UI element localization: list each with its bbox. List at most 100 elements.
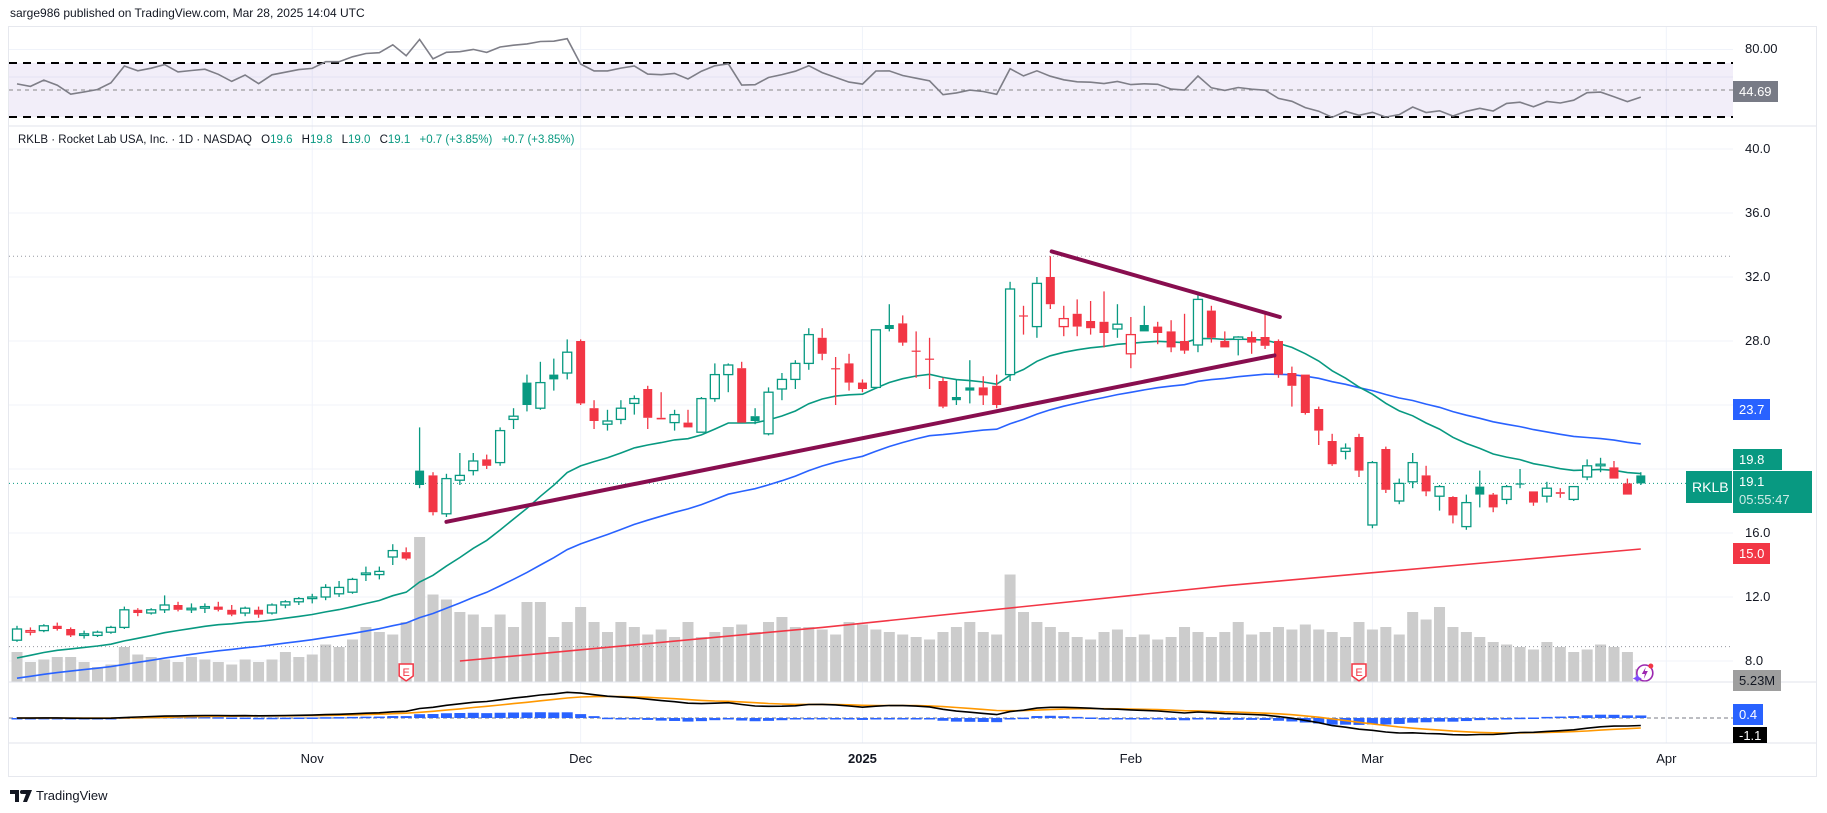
candle[interactable] [1581,459,1593,481]
candle[interactable] [535,361,546,410]
candle[interactable] [1233,336,1244,356]
candle[interactable] [790,360,801,389]
candle[interactable] [1501,485,1512,505]
candle[interactable] [925,337,935,389]
candle[interactable] [66,627,76,637]
candle[interactable] [508,408,519,429]
candle[interactable] [884,304,894,332]
candle[interactable] [1434,485,1445,511]
candle[interactable] [1099,291,1109,348]
candle[interactable] [199,603,211,613]
candle[interactable] [911,331,921,378]
candle[interactable] [1367,461,1378,529]
candle[interactable] [415,427,425,489]
candle[interactable] [1354,433,1364,477]
candle[interactable] [320,584,331,601]
candle[interactable] [1072,299,1082,337]
candle[interactable] [1394,478,1405,505]
candle[interactable] [737,361,747,423]
candle[interactable] [428,472,438,516]
candle[interactable] [1636,472,1646,485]
candle[interactable] [643,385,653,429]
candle[interactable] [763,387,774,436]
candle[interactable] [1488,493,1498,513]
candle[interactable] [1515,469,1525,489]
candle[interactable] [1300,374,1310,415]
candle[interactable] [1019,305,1028,335]
candle[interactable] [831,357,841,405]
candle[interactable] [1086,301,1096,335]
candle[interactable] [522,374,532,412]
candle[interactable] [1004,281,1016,381]
candle[interactable] [857,379,867,393]
candle[interactable] [750,408,760,425]
candle[interactable] [938,377,948,409]
candle[interactable] [669,409,680,431]
candle[interactable] [683,409,693,428]
candle[interactable] [1327,433,1337,466]
candle[interactable] [870,329,882,389]
candle[interactable] [1407,453,1418,489]
candle[interactable] [1125,317,1137,369]
candle[interactable] [1314,406,1324,445]
candle[interactable] [227,605,237,617]
candle[interactable] [280,600,291,609]
candle[interactable] [374,566,385,580]
candle[interactable] [1448,496,1458,524]
candle[interactable] [494,427,506,466]
legend-symbol[interactable]: RKLB · Rocket Lab USA, Inc. · 1D · NASDA… [18,134,252,146]
candle[interactable] [1528,491,1538,506]
candle[interactable] [173,601,183,612]
candle[interactable] [1206,305,1216,343]
candle[interactable] [25,627,36,636]
candle[interactable] [333,581,345,597]
candle[interactable] [723,363,734,393]
candle[interactable] [78,630,90,639]
candle[interactable] [709,363,720,402]
candle[interactable] [239,606,251,617]
candle[interactable] [119,606,130,629]
candle[interactable] [1247,331,1257,354]
candle[interactable] [159,595,170,613]
candle[interactable] [1595,457,1606,473]
candle[interactable] [1260,312,1270,349]
candle[interactable] [978,376,988,405]
trendline[interactable] [1049,249,1282,319]
tradingview-logo[interactable]: TradingView [10,788,108,803]
candle[interactable] [1475,470,1485,508]
candle[interactable] [1139,305,1149,332]
candle[interactable] [817,328,827,361]
candle[interactable] [898,315,908,346]
candle[interactable] [589,400,599,429]
candle[interactable] [105,625,117,634]
candle[interactable] [360,566,372,581]
candle[interactable] [562,339,573,380]
candle[interactable] [186,603,197,613]
candle[interactable] [1220,331,1230,348]
candle[interactable] [965,360,975,404]
candle[interactable] [213,601,223,612]
candle[interactable] [347,577,358,594]
candle[interactable] [52,622,62,631]
candle[interactable] [1287,366,1297,407]
candle[interactable] [307,593,318,604]
candle[interactable] [992,374,1002,409]
candle[interactable] [1153,321,1163,345]
candle[interactable] [951,379,961,405]
candle[interactable] [468,453,479,476]
candle[interactable] [401,547,411,561]
candle[interactable] [38,624,49,633]
candle[interactable] [293,597,304,605]
candle[interactable] [1421,465,1431,497]
candle[interactable] [629,395,640,415]
candle[interactable] [1340,443,1351,460]
candle[interactable] [92,630,103,637]
candle[interactable] [11,625,23,642]
candle[interactable] [1273,339,1283,378]
candle[interactable] [133,608,143,617]
candle[interactable] [1622,478,1632,495]
candle[interactable] [844,353,854,391]
candle[interactable] [146,608,157,615]
trendline[interactable] [444,353,1277,524]
